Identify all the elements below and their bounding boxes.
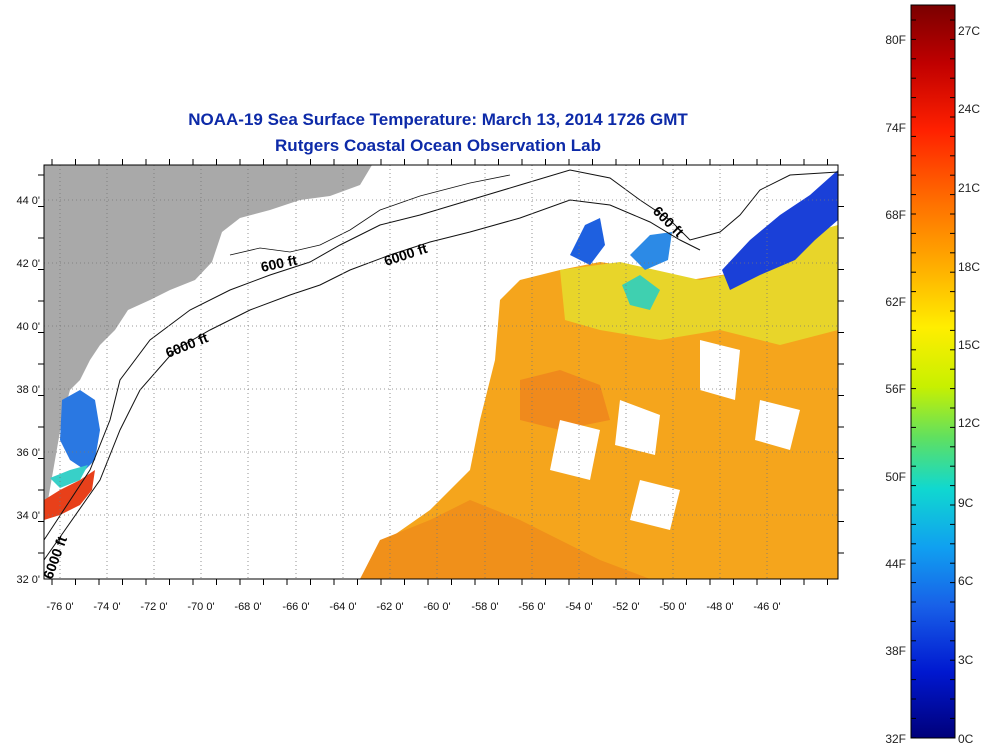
longitude-label: -62 0' <box>376 601 403 613</box>
longitude-label: -52 0' <box>612 601 639 613</box>
latitude-label: 44 0' <box>16 195 40 207</box>
colorbar-celsius-label: 18C <box>958 260 981 274</box>
sst-cold-northeast <box>722 170 838 290</box>
latitude-label: 34 0' <box>16 510 40 522</box>
colorbar-celsius-label: 24C <box>958 102 981 116</box>
sst-south-field <box>360 500 650 579</box>
colorbar-fahrenheit-label: 50F <box>885 470 906 484</box>
longitude-label: -50 0' <box>659 601 686 613</box>
colorbar-ticks <box>911 19 955 739</box>
land-mass <box>44 165 372 510</box>
colorbar-fahrenheit-label: 80F <box>885 33 906 47</box>
sst-coastal-green <box>50 465 88 488</box>
colorbar-celsius-label: 3C <box>958 653 974 667</box>
latitude-labels: 44 0' 42 0' 40 0' 38 0' 36 0' 34 0' 32 0' <box>16 195 40 586</box>
sst-coastal-cold <box>60 390 100 470</box>
sst-yellow-field <box>560 225 838 345</box>
colorbar-fahrenheit-label: 38F <box>885 644 906 658</box>
colorbar-celsius-label: 15C <box>958 338 981 352</box>
latitude-label: 40 0' <box>16 321 40 333</box>
colorbar-fahrenheit-label: 62F <box>885 295 906 309</box>
cloud-gap-5 <box>755 400 800 450</box>
latitude-label: 38 0' <box>16 384 40 396</box>
map-plot-area: 600 ft 6000 ft 6000 ft 600 ft 6000 ft <box>44 165 838 579</box>
longitude-label: -68 0' <box>234 601 261 613</box>
colorbar <box>910 4 956 739</box>
colorbar-celsius-label: 12C <box>958 416 981 430</box>
sst-green-swirl <box>622 275 660 310</box>
colorbar-celsius-label: 9C <box>958 496 974 510</box>
colorbar-fahrenheit-label: 32F <box>885 732 906 746</box>
colorbar-fahrenheit-label: 56F <box>885 382 906 396</box>
map-ticks <box>38 159 844 585</box>
colorbar-celsius-label: 6C <box>958 574 974 588</box>
longitude-labels: -76 0' -74 0' -72 0' -70 0' -68 0' -66 0' -64 … <box>46 601 780 613</box>
latitude-label: 32 0' <box>16 574 40 586</box>
sst-cold-patch-2 <box>630 232 672 270</box>
longitude-label: -58 0' <box>471 601 498 613</box>
longitude-label: -60 0' <box>423 601 450 613</box>
longitude-label: -70 0' <box>187 601 214 613</box>
colorbar-celsius-label: 0C <box>958 732 974 746</box>
contour-600ft <box>44 169 838 541</box>
sst-orange-patch <box>520 370 610 430</box>
colorbar-fahrenheit-label: 68F <box>885 208 906 222</box>
map-frame <box>43 164 839 580</box>
longitude-label: -64 0' <box>329 601 356 613</box>
contour-6000ft <box>44 199 701 561</box>
map-subtitle: Rutgers Coastal Ocean Observation Lab <box>275 136 601 155</box>
longitude-label: -54 0' <box>565 601 592 613</box>
contour-inner <box>229 174 511 256</box>
latitude-label: 36 0' <box>16 447 40 459</box>
longitude-label: -76 0' <box>46 601 73 613</box>
cloud-gap-1 <box>550 420 600 480</box>
colorbar-fahrenheit-label: 74F <box>885 121 906 135</box>
longitude-label: -72 0' <box>140 601 167 613</box>
cloud-gap-3 <box>630 480 680 530</box>
colorbar-fahrenheit-label: 44F <box>885 557 906 571</box>
longitude-label: -74 0' <box>93 601 120 613</box>
longitude-label: -46 0' <box>753 601 780 613</box>
longitude-label: -56 0' <box>518 601 545 613</box>
latitude-label: 42 0' <box>16 258 40 270</box>
longitude-label: -48 0' <box>706 601 733 613</box>
colorbar-celsius-label: 27C <box>958 24 981 38</box>
colorbar-celsius-label: 21C <box>958 181 981 195</box>
contour-label: 600 ft <box>259 252 298 275</box>
map-title: NOAA-19 Sea Surface Temperature: March 1… <box>188 110 688 129</box>
map-gridlines <box>44 165 838 579</box>
longitude-label: -66 0' <box>282 601 309 613</box>
